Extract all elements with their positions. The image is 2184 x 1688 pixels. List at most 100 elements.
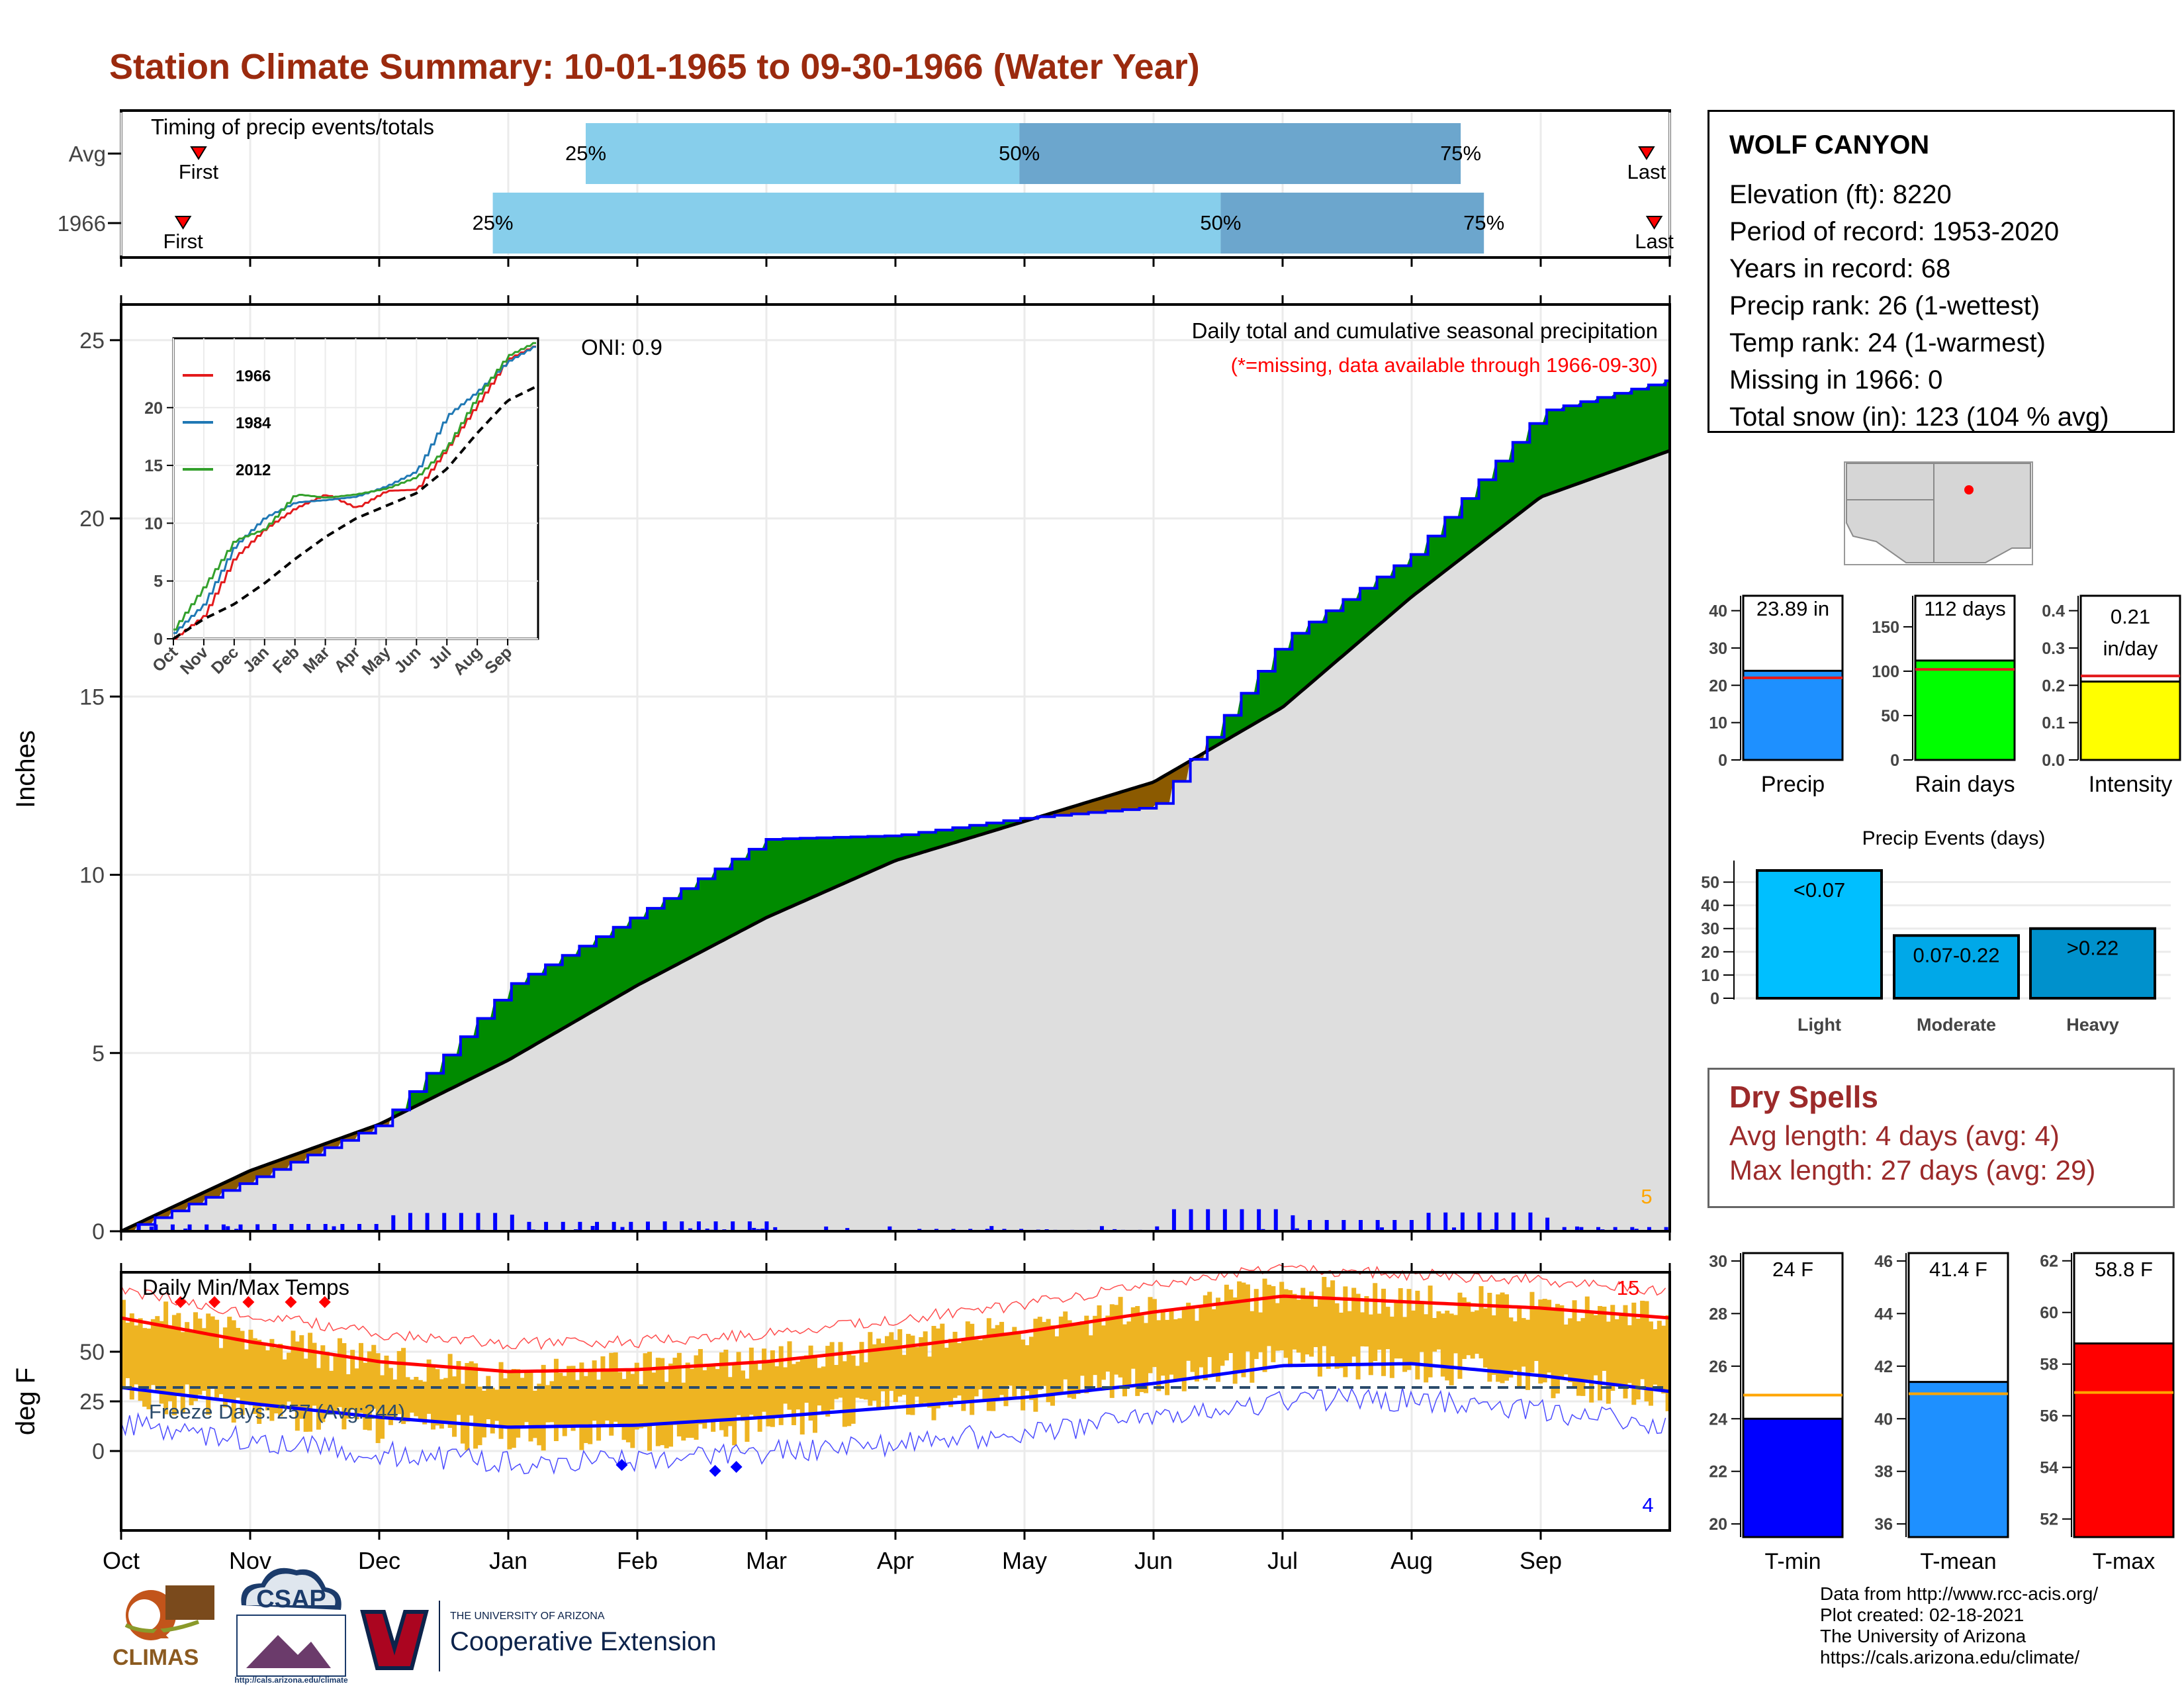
daily-temp-bar <box>1500 1292 1505 1383</box>
oni-label: ONI: 0.9 <box>581 335 662 359</box>
inset-y-label: 15 <box>144 457 163 475</box>
daily-temp-bar <box>405 1377 410 1422</box>
daily-temp-bar <box>579 1362 584 1450</box>
climas-logo: CLIMAS <box>113 1585 214 1670</box>
daily-precip-bar <box>170 1224 175 1231</box>
tsum-value-bar <box>1907 1381 2009 1538</box>
daily-precip-bar <box>442 1213 447 1231</box>
daily-temp-bar <box>359 1342 364 1413</box>
daily-temp-bar <box>995 1325 1000 1399</box>
daily-temp-bar <box>1504 1294 1509 1381</box>
inset-y-label: 0 <box>154 630 163 649</box>
daily-temp-bar <box>1309 1291 1314 1357</box>
daily-temp-bar <box>516 1369 521 1438</box>
daily-temp-bar <box>371 1344 377 1409</box>
daily-temp-bar <box>1482 1308 1488 1368</box>
precip-corner-count: 5 <box>1641 1185 1652 1208</box>
daily-temp-bar <box>287 1352 292 1402</box>
daily-precip-bar <box>154 1224 158 1231</box>
tsum-value-label: 58.8 F <box>2095 1258 2153 1281</box>
daily-temp-bar <box>418 1380 423 1421</box>
daily-temp-bar <box>715 1369 720 1421</box>
summary-y-label: 50 <box>1881 707 1899 726</box>
events-y-label: 10 <box>1701 966 1719 985</box>
daily-temp-bar <box>897 1329 903 1397</box>
observed-cumulative-line <box>121 379 1670 1233</box>
daily-temp-bar <box>329 1370 334 1413</box>
daily-precip-bar <box>1452 1227 1457 1231</box>
daily-precip-bar <box>1528 1212 1533 1231</box>
daily-temp-bar <box>621 1379 627 1440</box>
credit-line: Plot created: 02-18-2021 <box>1820 1605 2025 1625</box>
daily-temp-bar <box>1211 1309 1216 1376</box>
daily-temp-bar <box>1190 1306 1195 1372</box>
daily-temp-bar <box>741 1370 746 1421</box>
daily-precip-bar <box>136 1224 141 1231</box>
daily-temp-bar <box>545 1385 551 1423</box>
daily-temp-bar <box>1402 1317 1408 1372</box>
percent-label: 25% <box>565 142 606 165</box>
daily-temp-bar <box>1216 1297 1221 1382</box>
daily-temp-bar <box>651 1372 657 1426</box>
summary-bar-name: Precip <box>1761 772 1825 797</box>
daily-temp-bar <box>1602 1306 1607 1371</box>
tsum-y-label: 22 <box>1709 1463 1727 1481</box>
daily-temp-bar <box>1525 1319 1531 1390</box>
daily-temp-bar <box>1084 1315 1089 1393</box>
daily-temp-bar <box>1614 1319 1619 1385</box>
daily-temp-bar <box>681 1382 686 1441</box>
daily-temp-bar <box>1661 1325 1666 1394</box>
daily-precip-bar <box>1613 1227 1617 1231</box>
daily-temp-bar <box>1631 1302 1637 1405</box>
daily-temp-bar <box>1457 1292 1463 1379</box>
y-tick-label: 50 <box>79 1340 105 1365</box>
daily-temp-bar <box>1021 1339 1026 1411</box>
daily-temp-bar <box>541 1364 546 1451</box>
timing-row-label: 1966 <box>58 211 106 236</box>
y-tick-label: 0 <box>92 1439 105 1464</box>
daily-temp-bar <box>511 1369 516 1448</box>
daily-temp-bar <box>414 1376 419 1417</box>
daily-precip-bar <box>493 1213 498 1231</box>
daily-temp-bar <box>982 1337 987 1400</box>
daily-temp-bar <box>604 1371 610 1421</box>
daily-temp-bar <box>1665 1315 1670 1411</box>
daily-temp-bar <box>1207 1291 1212 1358</box>
daily-temp-bar <box>1551 1309 1556 1399</box>
record-low-marker <box>709 1465 721 1477</box>
daily-precip-bar <box>289 1224 294 1231</box>
dry-spells-avg: Avg length: 4 days (avg: 4) <box>1729 1120 2060 1151</box>
daily-temp-bar <box>163 1301 169 1415</box>
credit-line: Data from http://www.rcc-acis.org/ <box>1820 1583 2099 1604</box>
daily-temp-bar <box>884 1336 889 1408</box>
daily-temp-bar <box>333 1355 338 1414</box>
daily-precip-bar <box>1257 1209 1261 1231</box>
daily-temp-bar <box>1538 1299 1543 1384</box>
tsum-y-label: 56 <box>2040 1407 2058 1426</box>
daily-temp-bar <box>719 1352 724 1430</box>
daily-precip-bar <box>1375 1220 1380 1231</box>
daily-temp-bar <box>1028 1336 1034 1400</box>
daily-temp-bar <box>1173 1319 1178 1380</box>
daily-precip-bar <box>561 1221 565 1231</box>
tsum-y-label: 46 <box>1874 1252 1893 1271</box>
events-y-label: 30 <box>1701 920 1719 939</box>
daily-temp-bar <box>694 1355 699 1440</box>
daily-temp-bar <box>171 1315 177 1415</box>
daily-temp-bar <box>176 1313 181 1393</box>
daily-temp-bar <box>1296 1299 1301 1353</box>
daily-precip-bar <box>595 1221 600 1231</box>
record-min-line <box>120 1387 1666 1475</box>
tsum-y-label: 38 <box>1874 1463 1893 1481</box>
daily-temp-bar <box>1241 1282 1246 1378</box>
hot-count: 15 <box>1617 1276 1639 1299</box>
events-x-label: Heavy <box>2066 1015 2119 1035</box>
daily-temp-bar <box>375 1353 381 1444</box>
y-tick-label: 15 <box>79 684 105 710</box>
daily-temp-bar <box>341 1343 347 1430</box>
daily-temp-bar <box>919 1337 924 1405</box>
daily-temp-bar <box>354 1368 359 1420</box>
dry-spells-box: Dry Spells Avg length: 4 days (avg: 4) M… <box>1707 1068 2175 1208</box>
daily-temp-bar <box>206 1313 211 1415</box>
